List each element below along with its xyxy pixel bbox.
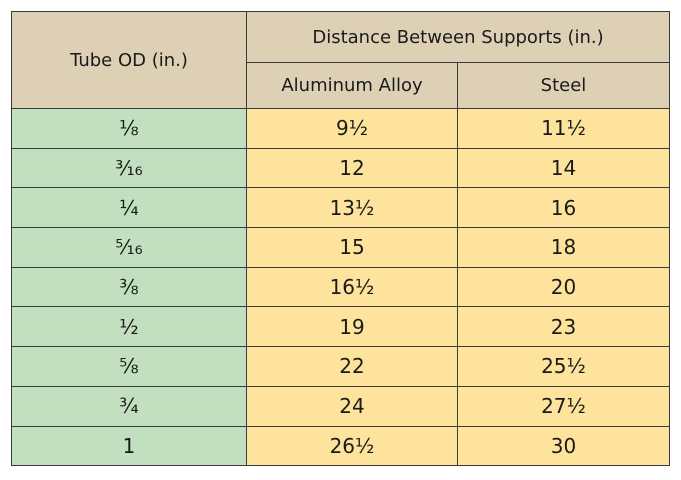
distance-cell: 23: [457, 306, 670, 348]
distance-cell: 15: [246, 227, 458, 268]
distance-cell: 19: [246, 306, 458, 348]
distance-cell: 27½: [457, 385, 670, 427]
table-row: ⁵⁄₁₆ 15 18: [11, 227, 670, 268]
table-row: ⅜ 16½ 20: [11, 266, 670, 308]
support-table: Tube OD (in.) Distance Between Supports …: [11, 11, 670, 467]
tube-od-cell: ⅛: [11, 108, 247, 149]
table-row: ¼ 13½ 16: [11, 187, 670, 229]
distance-cell: 20: [457, 266, 670, 308]
table-row: ¾ 24 27½: [11, 385, 670, 427]
header-row: Tube OD (in.) Distance Between Supports …: [11, 11, 670, 109]
distance-cell: 26½: [246, 425, 458, 467]
distance-cell: 9½: [246, 108, 458, 149]
tube-od-cell: ⁵⁄₁₆: [11, 227, 247, 268]
table-row: 1 26½ 30: [11, 425, 670, 467]
distance-cell: 16: [457, 187, 670, 229]
table-row: ⅝ 22 25½: [11, 346, 670, 387]
distance-cell: 14: [457, 147, 670, 189]
table-row: ⅛ 9½ 11½: [11, 108, 670, 149]
distance-cell: 13½: [246, 187, 458, 229]
distance-cell: 24: [246, 385, 458, 427]
header-row: Aluminum Alloy Steel: [12, 62, 670, 109]
tube-od-cell: ⅜: [11, 266, 247, 308]
distance-cell: 30: [457, 425, 670, 467]
table-header: Tube OD (in.) Distance Between Supports …: [11, 11, 670, 109]
distance-cell: 18: [457, 227, 670, 268]
tube-od-cell: ⅝: [11, 346, 247, 387]
header-cell: Distance Between Supports (in.): [246, 11, 670, 63]
distance-cell: 25½: [457, 346, 670, 387]
header-cell: Steel: [457, 62, 670, 109]
distance-cell: 12: [246, 147, 458, 189]
header-cell: Aluminum Alloy: [246, 62, 458, 109]
tube-od-cell: ³⁄₁₆: [11, 147, 247, 189]
table-body: ⅛ 9½ 11½ ³⁄₁₆ 12 14 ¼ 13½ 16 ⁵⁄₁₆ 15 18 ⅜ 16½ 20 ½ 19 23 ⅝…: [11, 108, 670, 467]
distance-cell: 11½: [457, 108, 670, 149]
distance-cell: 22: [246, 346, 458, 387]
tube-od-cell: ½: [11, 306, 247, 348]
tube-od-cell: ¾: [11, 385, 247, 427]
table-row: ½ 19 23: [11, 306, 670, 348]
tube-od-cell: ¼: [11, 187, 247, 229]
distance-cell: 16½: [246, 266, 458, 308]
tube-od-cell: 1: [11, 425, 247, 467]
header-cell: Tube OD (in.): [11, 11, 247, 109]
table-row: ³⁄₁₆ 12 14: [11, 147, 670, 189]
